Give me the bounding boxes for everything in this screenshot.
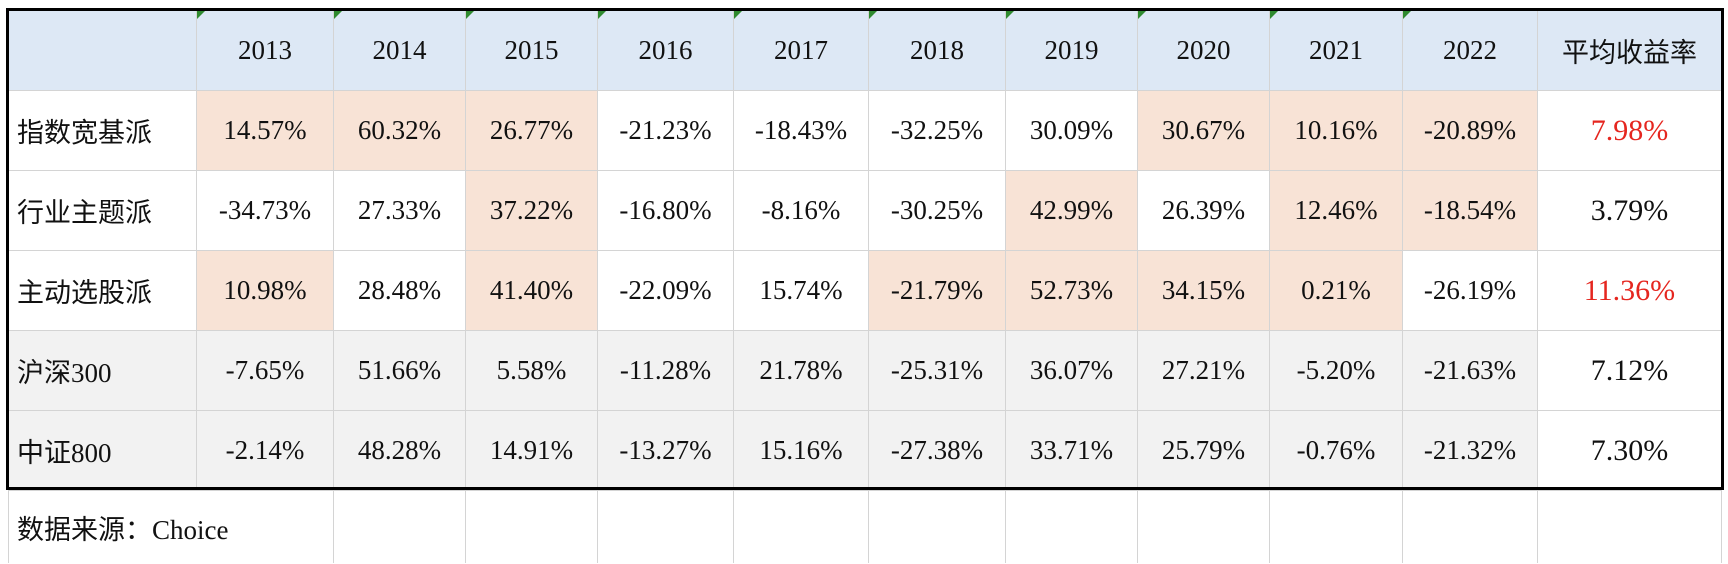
return-cell: 26.77% [465, 90, 598, 171]
return-cell: -20.89% [1402, 90, 1538, 171]
year-header: 2018 [868, 9, 1006, 91]
empty-cell [1537, 490, 1722, 563]
average-cell: 7.98% [1537, 90, 1722, 171]
row-label: 指数宽基派 [8, 90, 197, 171]
data-row: 行业主题派 -34.73% 27.33% 37.22% -16.80% -8.16% -30… [8, 170, 1722, 251]
empty-cell [333, 490, 466, 563]
year-header: 2013 [196, 9, 334, 91]
return-cell: 37.22% [465, 170, 598, 251]
return-cell: 15.74% [733, 250, 869, 331]
row-label: 中证800 [8, 410, 197, 491]
row-label: 主动选股派 [8, 250, 197, 331]
return-cell: -26.19% [1402, 250, 1538, 331]
return-cell: 10.98% [196, 250, 334, 331]
data-row: 沪深300 -7.65% 51.66% 5.58% -11.28% 21.78% -25.3… [8, 330, 1722, 411]
return-cell: 33.71% [1005, 410, 1138, 491]
return-cell: 52.73% [1005, 250, 1138, 331]
empty-cell [1005, 490, 1138, 563]
return-cell: -11.28% [597, 330, 734, 411]
empty-cell [868, 490, 1006, 563]
return-cell: -30.25% [868, 170, 1006, 251]
year-header: 2016 [597, 9, 734, 91]
return-cell: 42.99% [1005, 170, 1138, 251]
return-cell: 10.16% [1269, 90, 1403, 171]
year-header: 2014 [333, 9, 466, 91]
return-cell: 15.16% [733, 410, 869, 491]
return-cell: -21.63% [1402, 330, 1538, 411]
return-cell: -8.16% [733, 170, 869, 251]
return-cell: 27.33% [333, 170, 466, 251]
return-cell: 48.28% [333, 410, 466, 491]
footer-row: 数据来源：Choice [8, 490, 1722, 563]
header-row: 2013 2014 2015 2016 2017 2018 2019 2020 2021 2022… [8, 9, 1722, 91]
year-header: 2022 [1402, 9, 1538, 91]
row-label: 沪深300 [8, 330, 197, 411]
return-cell: -7.65% [196, 330, 334, 411]
average-cell: 3.79% [1537, 170, 1722, 251]
return-cell: -18.54% [1402, 170, 1538, 251]
return-cell: -25.31% [868, 330, 1006, 411]
empty-cell [733, 490, 869, 563]
return-cell: 26.39% [1137, 170, 1270, 251]
year-header: 2020 [1137, 9, 1270, 91]
return-cell: -21.23% [597, 90, 734, 171]
data-row: 指数宽基派 14.57% 60.32% 26.77% -21.23% -18.43% -32… [8, 90, 1722, 171]
corner-cell [8, 9, 197, 91]
return-cell: -34.73% [196, 170, 334, 251]
return-cell: 30.67% [1137, 90, 1270, 171]
return-cell: 36.07% [1005, 330, 1138, 411]
year-header: 2019 [1005, 9, 1138, 91]
return-cell: 41.40% [465, 250, 598, 331]
empty-cell [1269, 490, 1403, 563]
return-cell: 30.09% [1005, 90, 1138, 171]
average-cell: 7.12% [1537, 330, 1722, 411]
return-cell: 14.57% [196, 90, 334, 171]
row-label: 行业主题派 [8, 170, 197, 251]
return-cell: 34.15% [1137, 250, 1270, 331]
source-note: 数据来源：Choice [8, 490, 334, 563]
return-cell: 25.79% [1137, 410, 1270, 491]
return-cell: 5.58% [465, 330, 598, 411]
empty-cell [1137, 490, 1270, 563]
empty-cell [465, 490, 598, 563]
average-cell: 11.36% [1537, 250, 1722, 331]
return-cell: 14.91% [465, 410, 598, 491]
return-cell: 28.48% [333, 250, 466, 331]
returns-table: 2013 2014 2015 2016 2017 2018 2019 2020 2021 2022… [8, 9, 1722, 563]
return-cell: 12.46% [1269, 170, 1403, 251]
return-cell: -13.27% [597, 410, 734, 491]
data-row: 中证800 -2.14% 48.28% 14.91% -13.27% 15.16% -27.… [8, 410, 1722, 491]
return-cell: -22.09% [597, 250, 734, 331]
average-cell: 7.30% [1537, 410, 1722, 491]
average-header: 平均收益率 [1537, 9, 1722, 91]
return-cell: -2.14% [196, 410, 334, 491]
year-header: 2017 [733, 9, 869, 91]
return-cell: -27.38% [868, 410, 1006, 491]
return-cell: 60.32% [333, 90, 466, 171]
empty-cell [1402, 490, 1538, 563]
return-cell: 51.66% [333, 330, 466, 411]
return-cell: -21.32% [1402, 410, 1538, 491]
return-cell: 27.21% [1137, 330, 1270, 411]
return-cell: -5.20% [1269, 330, 1403, 411]
return-cell: -32.25% [868, 90, 1006, 171]
return-cell: -18.43% [733, 90, 869, 171]
return-cell: 21.78% [733, 330, 869, 411]
return-cell: -0.76% [1269, 410, 1403, 491]
return-cell: 0.21% [1269, 250, 1403, 331]
empty-cell [597, 490, 734, 563]
data-row: 主动选股派 10.98% 28.48% 41.40% -22.09% 15.74% -21.… [8, 250, 1722, 331]
return-cell: -21.79% [868, 250, 1006, 331]
year-header: 2015 [465, 9, 598, 91]
return-cell: -16.80% [597, 170, 734, 251]
year-header: 2021 [1269, 9, 1403, 91]
